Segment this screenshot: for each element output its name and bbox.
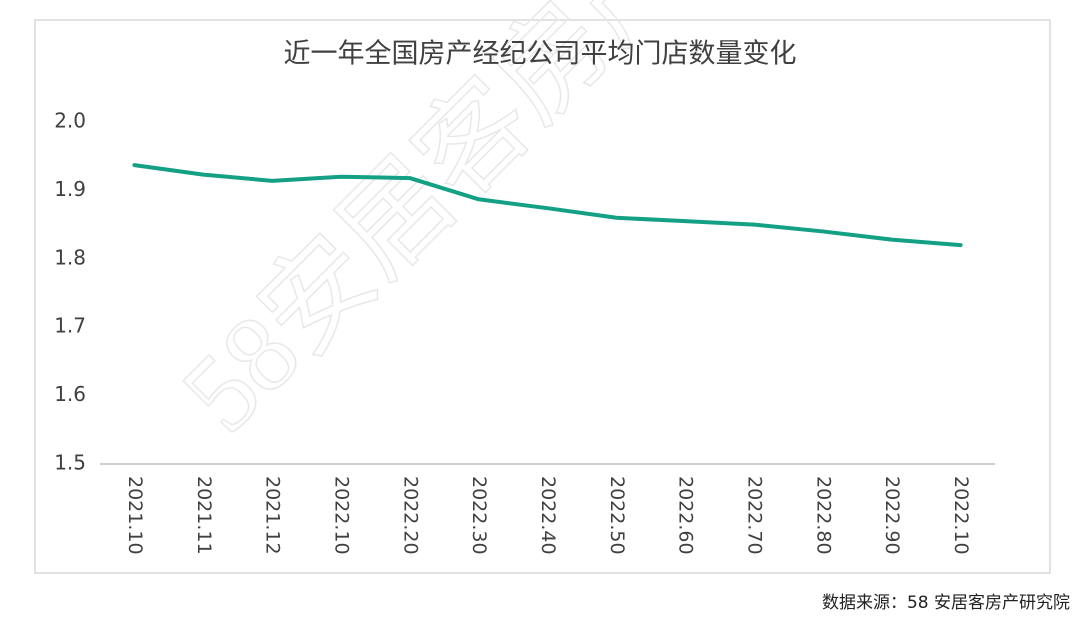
x-tick-label: 2022.10 bbox=[330, 476, 352, 555]
x-tick-label: 2022.70 bbox=[744, 476, 766, 555]
y-tick-label: 1.7 bbox=[54, 314, 86, 338]
x-tick-label: 2021.10 bbox=[124, 476, 146, 555]
x-tick-label: 2022.60 bbox=[675, 476, 697, 555]
y-tick-label: 1.6 bbox=[54, 382, 86, 406]
x-tick-label: 2022.80 bbox=[812, 476, 834, 555]
y-tick-label: 1.5 bbox=[54, 451, 86, 475]
chart-title: 近一年全国房产经纪公司平均门店数量变化 bbox=[284, 39, 797, 70]
x-tick-label: 2022.10 bbox=[950, 476, 972, 555]
y-tick-label: 2.0 bbox=[54, 109, 86, 133]
x-tick-label: 2022.90 bbox=[881, 476, 903, 555]
y-tick-label: 1.9 bbox=[54, 177, 86, 201]
x-tick-label: 2021.11 bbox=[193, 476, 215, 555]
source-note: 数据来源：58 安居客房产研究院 bbox=[822, 593, 1070, 613]
line-series bbox=[132, 163, 963, 248]
x-tick-label: 2022.40 bbox=[537, 476, 559, 555]
x-tick-label: 2021.12 bbox=[262, 476, 284, 555]
x-tick-label: 2022.20 bbox=[399, 476, 421, 555]
chart-frame bbox=[34, 19, 1051, 574]
x-tick-label: 2022.30 bbox=[468, 476, 490, 555]
y-tick-label: 1.8 bbox=[54, 245, 86, 269]
x-tick-label: 2022.50 bbox=[606, 476, 628, 555]
